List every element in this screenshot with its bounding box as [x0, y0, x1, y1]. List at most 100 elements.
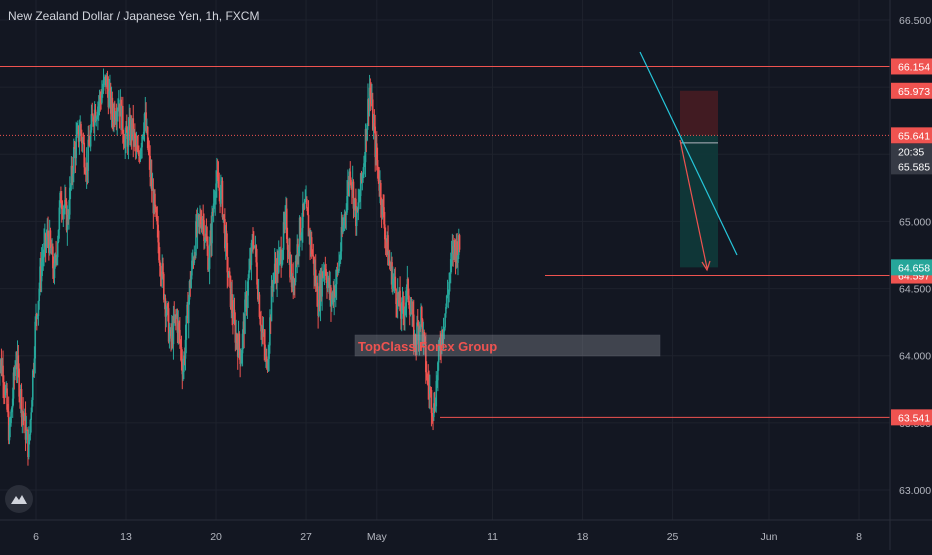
candle-body [86, 162, 89, 171]
candle-body [310, 237, 312, 246]
candle-body [257, 294, 260, 300]
candle-body [336, 270, 339, 272]
projection-arrow[interactable] [679, 139, 708, 269]
candle-body [245, 294, 248, 308]
candle-body [44, 233, 46, 244]
candle-body [169, 329, 172, 334]
candle-body [383, 207, 385, 225]
candle-body [58, 207, 61, 230]
candle-body [367, 99, 370, 111]
candle-body [338, 261, 340, 271]
x-tick-label: 6 [33, 531, 39, 543]
candle-body [388, 260, 390, 266]
candle-body [276, 257, 278, 283]
x-tick-label: 20 [210, 531, 222, 543]
candle-body [141, 136, 143, 148]
candle-body [359, 173, 362, 197]
candle-body [112, 116, 114, 123]
candle-body [20, 388, 23, 418]
candle-body [124, 138, 127, 148]
candle-body [89, 145, 91, 147]
candle-body [56, 242, 59, 258]
candle-body [433, 403, 436, 410]
tradingview-logo-icon[interactable] [5, 485, 33, 513]
candle-body [253, 245, 255, 247]
candle-body [85, 172, 87, 175]
candle-body [197, 215, 200, 217]
stop-loss-zone[interactable] [680, 90, 718, 136]
candle-body [429, 389, 432, 391]
candle-body [220, 180, 223, 185]
candle-body [401, 301, 404, 303]
candle-body [202, 219, 204, 221]
candle-body [71, 165, 73, 176]
trendline[interactable] [639, 51, 738, 256]
candle-body [238, 333, 241, 351]
candle-body [145, 112, 147, 131]
candle-body [284, 213, 286, 225]
candle-body [306, 199, 308, 209]
candle-body [248, 260, 251, 271]
candle-body [28, 434, 31, 440]
x-tick-label: 25 [667, 531, 679, 543]
candle-body [375, 143, 377, 158]
candle-body [64, 199, 66, 209]
candle-body [267, 358, 270, 370]
candle-body [318, 286, 320, 316]
candle-body [199, 216, 201, 220]
candle-body [446, 295, 449, 297]
candle-body [437, 362, 439, 381]
candle-body [79, 124, 82, 136]
candle-body [439, 344, 442, 349]
price-axis[interactable]: 66.50066.00065.50065.00064.50064.00063.5… [889, 0, 932, 550]
candle-body [323, 268, 326, 271]
candle-body [400, 310, 402, 319]
y-tick-label: 63.000 [899, 485, 931, 497]
candle-body [289, 263, 292, 278]
candle-body [270, 285, 273, 322]
badge-label: 65.973 [898, 86, 930, 98]
candle-body [272, 284, 274, 288]
candle-body [148, 151, 151, 156]
candle-body [147, 148, 150, 152]
candles [0, 68, 461, 466]
candle-body [250, 242, 253, 266]
y-tick-label: 66.500 [899, 15, 931, 27]
candle-body [134, 138, 137, 147]
candle-body [452, 246, 454, 254]
candle-body [129, 118, 131, 141]
candle-body [264, 344, 266, 357]
candle-body [421, 307, 423, 320]
candle-body [454, 247, 457, 262]
candle-body [273, 263, 276, 274]
candle-body [215, 183, 217, 196]
time-axis[interactable]: 6 13 20 27 May 11 18 25 Jun 8 [0, 519, 932, 543]
candle-body [240, 363, 242, 365]
take-profit-zone[interactable] [680, 135, 718, 268]
candle-body [224, 218, 226, 249]
candle-body [450, 253, 453, 260]
candle-body [343, 223, 345, 226]
candle-body [110, 97, 113, 114]
drawings[interactable]: TopClass Forex Group [0, 51, 890, 418]
grid [0, 0, 890, 520]
candle-body [76, 130, 78, 137]
candle-body [430, 390, 433, 413]
candle-body [159, 265, 162, 277]
candle-body [81, 133, 83, 144]
candle-body [269, 317, 271, 346]
candle-body [382, 199, 385, 208]
candle-body [302, 203, 304, 228]
candle-body [269, 317, 272, 322]
candle-body [107, 88, 110, 108]
candle-body [187, 304, 189, 324]
candle-body [365, 129, 368, 141]
candle-body [239, 350, 241, 365]
candle-body [385, 239, 388, 243]
candle-body [105, 77, 108, 87]
candle-body [83, 142, 86, 168]
candle-body [198, 215, 200, 220]
candle-body [386, 235, 389, 243]
